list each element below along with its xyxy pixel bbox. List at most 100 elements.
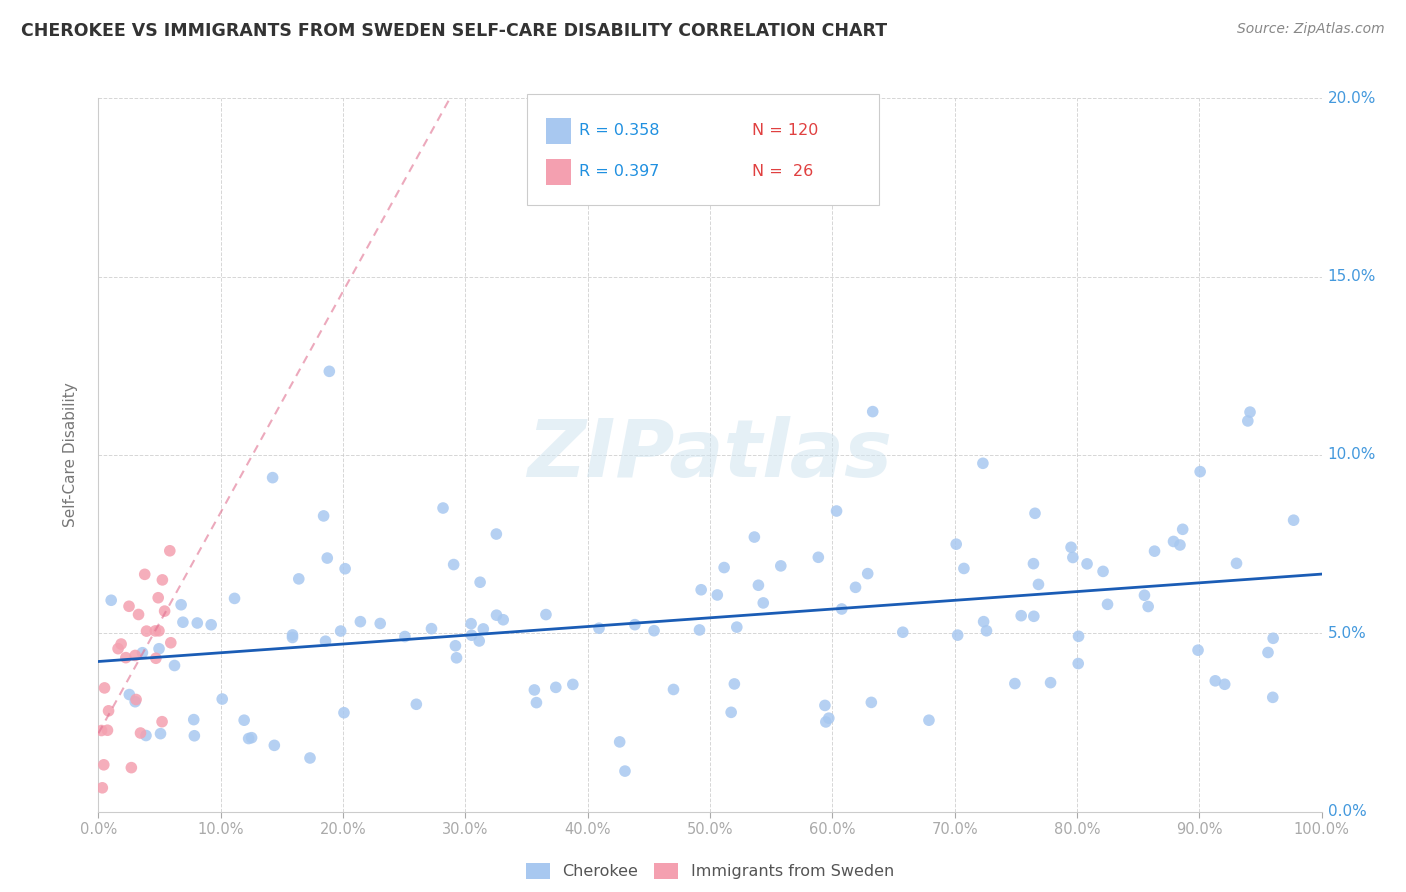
Point [1171,522,1194,536]
Text: R = 0.358: R = 0.358 [579,123,659,138]
Point [1010,608,1032,623]
Point [159,543,181,558]
Point [472,622,495,636]
Point [238,731,260,746]
Point [107,641,129,656]
Point [1076,557,1098,571]
Point [368,616,391,631]
Point [150,573,173,587]
Point [115,650,138,665]
Text: CHEROKEE VS IMMIGRANTS FROM SWEDEN SELF-CARE DISABILITY CORRELATION CHART: CHEROKEE VS IMMIGRANTS FROM SWEDEN SELF-… [21,22,887,40]
Point [523,682,546,697]
Point [1143,544,1166,558]
Point [128,607,150,622]
Point [485,527,508,541]
Point [953,561,976,575]
Point [1225,557,1247,571]
Point [752,596,775,610]
Point [1204,673,1226,688]
Point [1239,405,1261,419]
Point [163,658,186,673]
Point [1060,541,1083,555]
Point [460,616,482,631]
Point [544,681,567,695]
Point [318,364,340,378]
Point [153,604,176,618]
Point [312,508,335,523]
Point [643,624,665,638]
Point [281,631,304,645]
Point [143,624,166,638]
Point [118,599,141,614]
Point [1187,643,1209,657]
Point [946,628,969,642]
Point [129,726,152,740]
Point [263,739,285,753]
Point [211,692,233,706]
Point [262,470,284,484]
Point [298,751,321,765]
Point [460,628,482,642]
Point [1163,534,1185,549]
Point [1133,588,1156,602]
Point [706,588,728,602]
Point [862,404,884,418]
Point [148,641,170,656]
Point [972,456,994,470]
Legend: Cherokee, Immigrants from Sweden: Cherokee, Immigrants from Sweden [519,856,901,886]
Point [1189,465,1212,479]
Point [315,634,337,648]
Point [1004,676,1026,690]
Point [125,692,148,706]
Point [492,613,515,627]
Text: 15.0%: 15.0% [1327,269,1376,284]
Point [588,621,610,635]
Point [831,602,853,616]
Point [150,714,173,729]
Text: 0.0%: 0.0% [1327,805,1367,819]
Point [662,682,685,697]
Point [90,723,112,738]
Point [333,562,356,576]
Point [624,617,647,632]
Point [93,681,115,695]
Point [120,761,142,775]
Point [689,623,711,637]
Point [100,593,122,607]
Point [825,504,848,518]
Point [856,566,879,581]
Point [814,698,837,713]
Point [432,501,454,516]
Point [1137,599,1160,614]
Text: Source: ZipAtlas.com: Source: ZipAtlas.com [1237,22,1385,37]
Point [170,598,193,612]
Point [349,615,371,629]
Text: N =  26: N = 26 [752,164,814,179]
Point [1263,632,1285,646]
Point [1022,557,1045,571]
Point [149,726,172,740]
Point [1257,645,1279,659]
Point [420,622,443,636]
Point [807,550,830,565]
Point [1168,538,1191,552]
Y-axis label: Self-Care Disability: Self-Care Disability [63,383,77,527]
Point [614,764,637,778]
Point [131,646,153,660]
Point [97,704,120,718]
Point [1236,414,1258,428]
Point [891,625,914,640]
Point [1097,598,1119,612]
Point [186,615,208,630]
Point [288,572,311,586]
Point [1062,550,1084,565]
Point [1028,577,1050,591]
Point [145,651,167,665]
Point [534,607,557,622]
Point [713,560,735,574]
Point [817,711,839,725]
Point [561,677,583,691]
Point [1022,609,1045,624]
Point [200,617,222,632]
Point [468,634,491,648]
